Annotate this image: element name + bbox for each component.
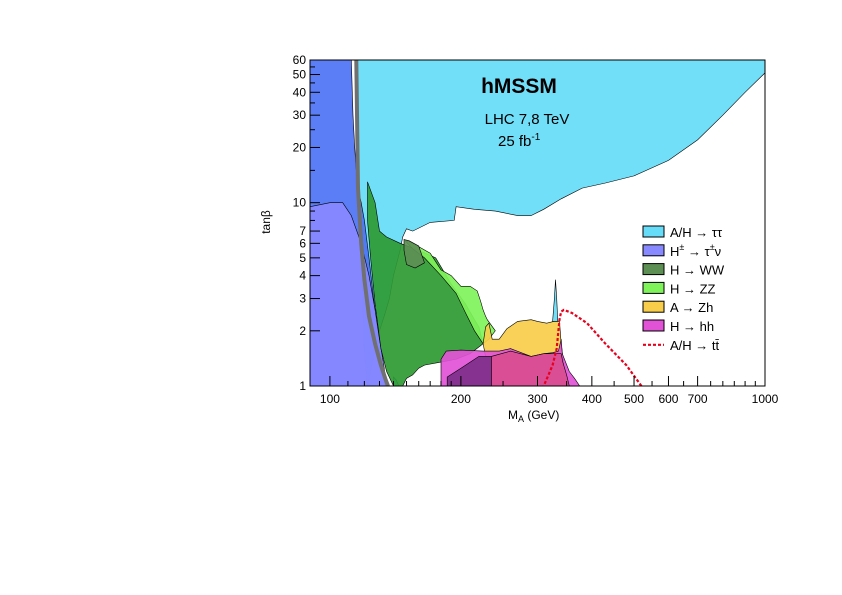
x-tick-label: 300 [527, 392, 547, 406]
x-tick-label: 600 [658, 392, 678, 406]
y-tick-label: 10 [293, 196, 307, 210]
legend-item: A/H → ττ [642, 225, 723, 240]
x-tick-label: 400 [582, 392, 602, 406]
y-tick-label: 2 [299, 324, 306, 338]
exclusion-region-10 [446, 356, 492, 386]
chart-subtitle-energy: LHC 7,8 TeV [485, 111, 570, 128]
exclusion-region-11 [491, 350, 570, 386]
legend-swatch [642, 244, 665, 257]
y-tick-label: 60 [293, 53, 307, 67]
x-axis-label: MA (GeV) [508, 408, 559, 424]
legend-item: H± → τ±ν [642, 242, 721, 259]
gray-band-line [354, 60, 390, 386]
exclusion-region-1 [552, 279, 559, 322]
y-axis-label: tanβ [259, 210, 273, 234]
x-tick-label: 100 [320, 392, 340, 406]
legend-item: H → hh [642, 319, 714, 334]
x-tick-label: 700 [688, 392, 708, 406]
x-tick-label: 1000 [752, 392, 779, 406]
exclusion-region-7 [403, 239, 425, 269]
legend-swatch [642, 319, 665, 332]
legend-item: A/H → tt̄ [643, 338, 720, 353]
y-tick-label: 20 [293, 140, 307, 154]
y-tick-label: 5 [299, 251, 306, 265]
legend-label: H → ZZ [670, 281, 716, 296]
legend-swatch [642, 263, 665, 276]
plot-regions [310, 60, 765, 386]
legend-label: A/H → ττ [670, 225, 723, 240]
legend-item: H → ZZ [642, 281, 716, 296]
y-tick-label: 3 [299, 292, 306, 306]
legend-label: A/H → tt̄ [670, 338, 720, 353]
exclusion-line-ttbar [542, 308, 643, 386]
legend-item: H → WW [642, 263, 725, 278]
axis-ticks: 100 200 300 400 500 600 700 1000 1 2 3 4 567 10 20 30 40… [293, 53, 779, 406]
legend-swatch [642, 300, 665, 313]
exclusion-region-6 [403, 239, 496, 345]
y-tick-label: 7 [299, 224, 306, 238]
exclusion-region-4 [310, 202, 387, 386]
legend-label: H → WW [670, 263, 725, 278]
chart-subtitle-luminosity: 25 fb-1 [498, 132, 541, 150]
y-tick-label: 30 [293, 108, 307, 122]
y-tick-label: 4 [299, 269, 306, 283]
legend-swatch [642, 281, 665, 294]
y-tick-label: 1 [299, 379, 306, 393]
y-tick-label: 40 [293, 85, 307, 99]
y-tick-label: 6 [299, 236, 306, 250]
chart-title: hMSSM [481, 75, 557, 98]
x-tick-label: 500 [624, 392, 644, 406]
x-tick-label: 200 [451, 392, 471, 406]
legend-label: A → Zh [670, 300, 713, 315]
y-tick-label: 50 [293, 68, 307, 82]
legend-label: H± → τ±ν [670, 242, 721, 259]
legend-swatch [642, 225, 665, 238]
legend-label: H → hh [670, 319, 714, 334]
legend: A/H → ττ H± → τ±ν H → WW H → ZZ A → Zh H → hh… [642, 225, 725, 353]
legend-item: A → Zh [642, 300, 713, 315]
